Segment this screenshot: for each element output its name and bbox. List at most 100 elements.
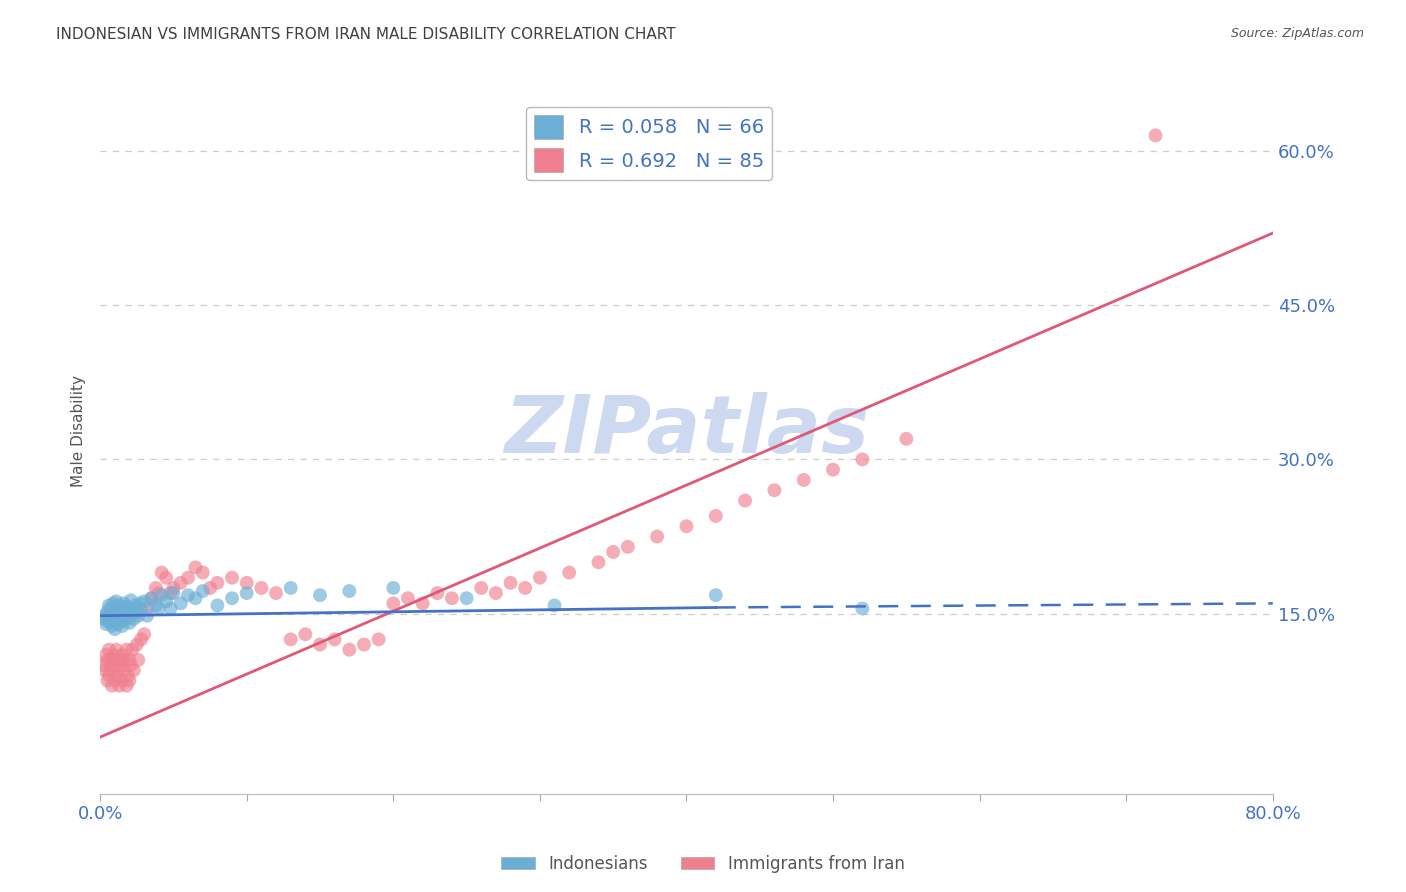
Point: [353, 638, 375, 652]
Text: ZIPatlas: ZIPatlas: [503, 392, 869, 470]
Point: [323, 632, 346, 647]
Point: [396, 591, 419, 606]
Point: [104, 601, 127, 615]
Point: [456, 591, 478, 606]
Point: [198, 581, 221, 595]
Point: [617, 540, 640, 554]
Point: [145, 581, 167, 595]
Point: [122, 663, 145, 677]
Point: [1144, 128, 1167, 143]
Point: [426, 586, 449, 600]
Point: [141, 591, 163, 606]
Point: [367, 632, 389, 647]
Point: [148, 601, 170, 615]
Point: [280, 632, 302, 647]
Point: [235, 575, 257, 590]
Point: [793, 473, 815, 487]
Point: [97, 607, 120, 621]
Point: [155, 571, 177, 585]
Point: [132, 594, 155, 608]
Point: [821, 463, 844, 477]
Point: [141, 591, 163, 606]
Point: [103, 596, 125, 610]
Point: [734, 493, 756, 508]
Point: [118, 653, 141, 667]
Point: [191, 584, 214, 599]
Point: [100, 601, 122, 615]
Point: [207, 575, 229, 590]
Point: [763, 483, 786, 498]
Point: [470, 581, 492, 595]
Point: [121, 607, 143, 621]
Point: [114, 653, 136, 667]
Point: [105, 608, 128, 623]
Point: [191, 566, 214, 580]
Point: [115, 612, 138, 626]
Point: [440, 591, 463, 606]
Point: [588, 555, 610, 569]
Point: [675, 519, 697, 533]
Point: [309, 588, 332, 602]
Point: [115, 642, 138, 657]
Point: [221, 571, 243, 585]
Point: [112, 596, 135, 610]
Point: [127, 608, 149, 623]
Point: [101, 609, 124, 624]
Point: [112, 663, 135, 677]
Point: [162, 586, 184, 600]
Point: [337, 642, 360, 657]
Legend: Indonesians, Immigrants from Iran: Indonesians, Immigrants from Iran: [495, 848, 911, 880]
Point: [100, 615, 122, 629]
Point: [382, 581, 405, 595]
Point: [101, 658, 124, 673]
Point: [117, 608, 139, 623]
Point: [110, 601, 132, 615]
Text: Source: ZipAtlas.com: Source: ZipAtlas.com: [1230, 27, 1364, 40]
Point: [118, 615, 141, 630]
Point: [111, 607, 134, 621]
Point: [97, 668, 120, 682]
Point: [602, 545, 624, 559]
Point: [104, 653, 127, 667]
Point: [107, 663, 129, 677]
Point: [337, 584, 360, 599]
Point: [177, 571, 200, 585]
Point: [108, 653, 131, 667]
Point: [105, 594, 128, 608]
Point: [115, 679, 138, 693]
Point: [96, 605, 118, 619]
Point: [177, 588, 200, 602]
Point: [150, 566, 173, 580]
Point: [127, 653, 149, 667]
Point: [110, 658, 132, 673]
Point: [124, 599, 146, 613]
Point: [136, 608, 159, 623]
Point: [294, 627, 316, 641]
Point: [105, 642, 128, 657]
Point: [100, 653, 122, 667]
Point: [104, 673, 127, 688]
Point: [108, 599, 131, 613]
Point: [170, 596, 193, 610]
Point: [120, 658, 142, 673]
Point: [118, 601, 141, 615]
Point: [184, 560, 207, 574]
Point: [543, 599, 565, 613]
Point: [412, 596, 434, 610]
Point: [129, 601, 152, 615]
Point: [97, 599, 120, 613]
Point: [96, 614, 118, 628]
Point: [159, 601, 181, 615]
Text: INDONESIAN VS IMMIGRANTS FROM IRAN MALE DISABILITY CORRELATION CHART: INDONESIAN VS IMMIGRANTS FROM IRAN MALE …: [56, 27, 676, 42]
Point: [91, 612, 114, 626]
Point: [704, 588, 727, 602]
Point: [107, 617, 129, 632]
Point: [704, 508, 727, 523]
Point: [145, 599, 167, 613]
Point: [112, 614, 135, 628]
Y-axis label: Male Disability: Male Disability: [72, 376, 86, 487]
Point: [150, 588, 173, 602]
Point: [162, 581, 184, 595]
Point: [515, 581, 537, 595]
Point: [117, 668, 139, 682]
